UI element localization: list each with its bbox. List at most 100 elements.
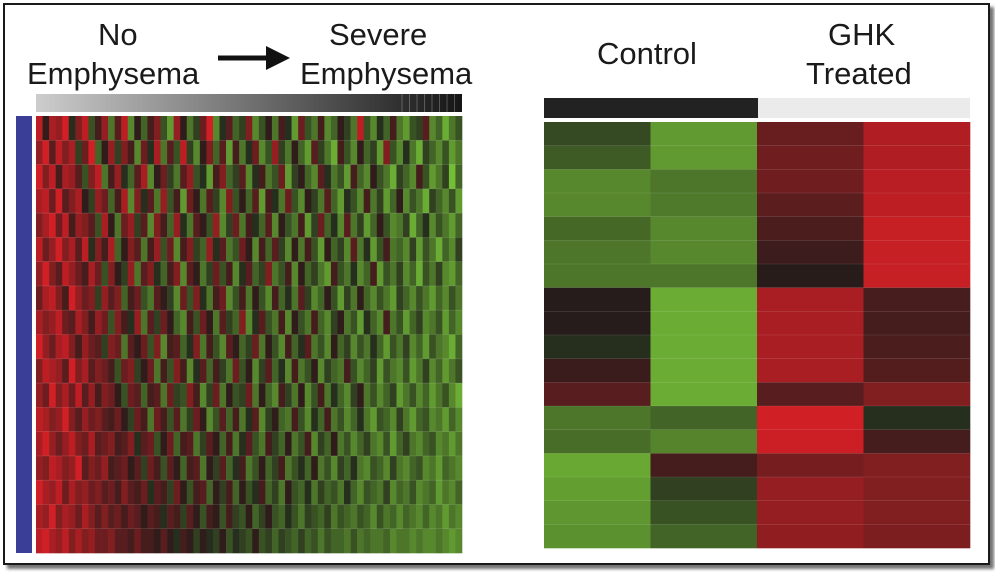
emphysema-heatmap-cell	[311, 310, 319, 335]
emphysema-heatmap-cell	[245, 237, 253, 262]
emphysema-heatmap-cell	[108, 334, 115, 360]
emphysema-heatmap-cell	[357, 455, 364, 481]
emphysema-heatmap-cell	[370, 383, 378, 408]
emphysema-heatmap-cell	[403, 285, 410, 311]
emphysema-heatmap-cell	[278, 213, 286, 238]
emphysema-heatmap-cell	[448, 285, 456, 311]
emphysema-heatmap-cell	[396, 237, 404, 262]
ghk-heatmap-cell	[863, 193, 971, 217]
emphysema-heatmap-cell	[389, 528, 397, 554]
ghk-heatmap-cell	[757, 193, 864, 217]
emphysema-heatmap-cell	[42, 188, 50, 214]
emphysema-heatmap-cell	[36, 504, 43, 530]
emphysema-heatmap-cell	[55, 237, 63, 262]
emphysema-heatmap-cell	[448, 116, 456, 141]
emphysema-heatmap-cell	[330, 358, 338, 384]
emphysema-heatmap-cell	[285, 213, 292, 238]
emphysema-heatmap-cell	[36, 261, 43, 287]
emphysema-heatmap-cell	[370, 480, 378, 505]
emphysema-heatmap-cell	[147, 528, 155, 554]
emphysema-heatmap-cell	[429, 358, 437, 384]
emphysema-heatmap-cell	[173, 213, 181, 238]
emphysema-heatmap-cell	[226, 480, 233, 505]
emphysema-heatmap-cell	[252, 358, 260, 384]
emphysema-heatmap-cell	[219, 310, 227, 335]
emphysema-heatmap-cell	[226, 310, 233, 335]
emphysema-heatmap-cell	[311, 528, 319, 554]
emphysema-heatmap-cell	[153, 528, 161, 554]
emphysema-heatmap-cell	[88, 261, 96, 287]
emphysema-heatmap-cell	[285, 383, 292, 408]
emphysema-heatmap-cell	[311, 383, 319, 408]
emphysema-heatmap-cell	[147, 358, 155, 384]
emphysema-heatmap-cell	[127, 504, 135, 530]
emphysema-heatmap-cell	[173, 383, 181, 408]
emphysema-heatmap-cell	[153, 140, 161, 165]
emphysema-heatmap-cell	[94, 188, 102, 214]
emphysema-heatmap-cell	[88, 431, 96, 457]
emphysema-heatmap-cell	[363, 455, 371, 481]
emphysema-heatmap-cell	[127, 455, 135, 481]
ghk-heatmap-cell	[650, 406, 758, 430]
emphysema-heatmap-cell	[193, 188, 201, 214]
emphysema-heatmap-cell	[363, 431, 371, 457]
emphysema-heatmap-cell	[337, 164, 345, 190]
ghk-heatmap-cell	[863, 382, 971, 407]
emphysema-heatmap-cell	[422, 334, 430, 360]
emphysema-heatmap-cell	[252, 116, 260, 141]
emphysema-heatmap-cell	[88, 310, 96, 335]
emphysema-heatmap-cell	[337, 480, 345, 505]
emphysema-heatmap-cell	[121, 116, 129, 141]
emphysema-heatmap-cell	[285, 188, 292, 214]
emphysema-heatmap-cell	[370, 358, 378, 384]
emphysema-heatmap-cell	[448, 140, 456, 165]
emphysema-heatmap-cell	[140, 528, 148, 554]
ghk-heatmap-cell	[757, 406, 864, 430]
emphysema-heatmap-cell	[383, 188, 391, 214]
emphysema-heatmap-cell	[258, 334, 266, 360]
emphysema-heatmap-cell	[337, 528, 345, 554]
emphysema-heatmap-cell	[455, 504, 463, 530]
emphysema-heatmap-cell	[134, 407, 142, 432]
emphysema-heatmap-cell	[212, 164, 220, 190]
emphysema-heatmap-cell	[442, 431, 450, 457]
emphysema-heatmap-cell	[291, 480, 299, 505]
emphysema-heatmap-cell	[134, 116, 142, 141]
emphysema-heatmap-cell	[68, 358, 76, 384]
emphysema-heatmap-cell	[212, 188, 220, 214]
emphysema-heatmap-cell	[330, 407, 338, 432]
emphysema-heatmap-cell	[376, 310, 384, 335]
emphysema-heatmap-cell	[232, 285, 240, 311]
emphysema-heatmap-cell	[357, 383, 364, 408]
emphysema-heatmap-cell	[88, 383, 96, 408]
emphysema-heatmap-cell	[94, 407, 102, 432]
emphysema-heatmap-cell	[271, 261, 279, 287]
emphysema-heatmap-cell	[160, 116, 168, 141]
emphysema-heatmap-cell	[330, 431, 338, 457]
emphysema-heatmap-cell	[42, 358, 50, 384]
emphysema-heatmap-cell	[199, 383, 207, 408]
emphysema-heatmap-cell	[81, 480, 89, 505]
emphysema-heatmap-cell	[344, 261, 351, 287]
emphysema-heatmap-cell	[140, 116, 148, 141]
ghk-heatmap-cell	[650, 193, 758, 217]
emphysema-heatmap-cell	[344, 285, 351, 311]
ghk-heatmap-cell	[544, 216, 651, 241]
emphysema-heatmap-cell	[160, 407, 168, 432]
emphysema-heatmap-cell	[140, 261, 148, 287]
emphysema-heatmap-cell	[304, 383, 312, 408]
emphysema-heatmap-cell	[370, 213, 378, 238]
emphysema-heatmap-cell	[330, 213, 338, 238]
ghk-heatmap-cell	[650, 122, 758, 146]
emphysema-heatmap-cell	[330, 334, 338, 360]
emphysema-heatmap-cell	[75, 213, 83, 238]
emphysema-heatmap-cell	[448, 383, 456, 408]
emphysema-heatmap-cell	[350, 455, 358, 481]
emphysema-heatmap-cell	[389, 334, 397, 360]
emphysema-heatmap-cell	[62, 407, 70, 432]
emphysema-heatmap-cell	[186, 164, 194, 190]
emphysema-heatmap-cell	[49, 116, 56, 141]
emphysema-heatmap-cell	[245, 407, 253, 432]
emphysema-heatmap-cell	[350, 261, 358, 287]
emphysema-heatmap-cell	[298, 188, 305, 214]
